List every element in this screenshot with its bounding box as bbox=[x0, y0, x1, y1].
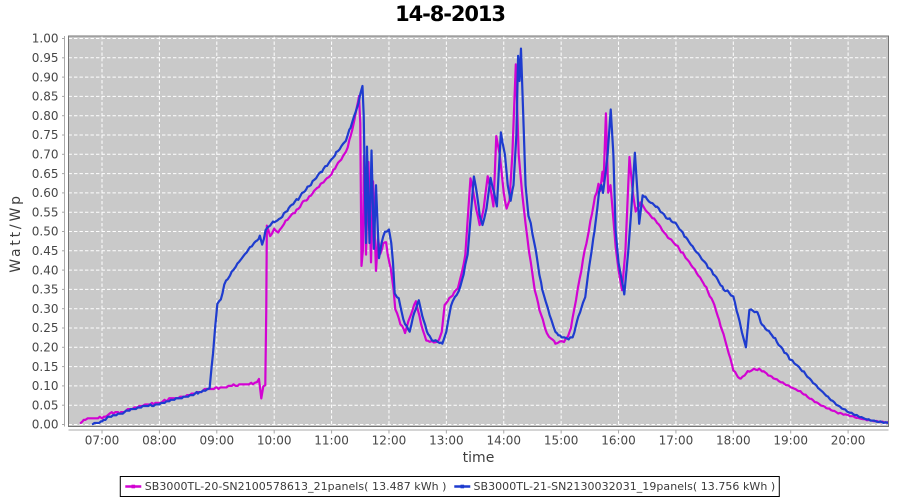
x-tick-label: 18:00 bbox=[716, 434, 751, 448]
series-line-1 bbox=[91, 47, 889, 426]
y-tick-label: 0.80 bbox=[32, 109, 59, 123]
x-tick-label: 11:00 bbox=[314, 434, 349, 448]
legend-label-1: SB3000TL-21-SN2130032031_19panels( 13.75… bbox=[473, 480, 776, 493]
y-tick-label: 0.35 bbox=[32, 283, 59, 297]
legend-item-0: SB3000TL-20-SN2100578613_21panels( 13.48… bbox=[125, 480, 447, 493]
y-tick-label: 0.10 bbox=[32, 379, 59, 393]
x-axis-title: time bbox=[462, 450, 495, 466]
x-tick-label: 12:00 bbox=[372, 434, 407, 448]
y-tick-label: 0.65 bbox=[32, 167, 59, 181]
tick-labels: 0.00 0.05 0.10 0.15 0.20 0.25 0.30 0.35 0.40 0.45… bbox=[32, 32, 866, 448]
x-tick-label: 17:00 bbox=[659, 434, 694, 448]
plot-border bbox=[68, 35, 889, 427]
y-tick-label: 0.60 bbox=[32, 186, 59, 200]
y-tick-label: 0.15 bbox=[32, 360, 59, 374]
series-lines bbox=[79, 47, 889, 426]
axes bbox=[62, 36, 889, 434]
y-tick-label: 0.50 bbox=[32, 225, 59, 239]
y-tick-label: 0.85 bbox=[32, 90, 59, 104]
x-tick-label: 09:00 bbox=[200, 434, 235, 448]
legend-item-1: SB3000TL-21-SN2130032031_19panels( 13.75… bbox=[454, 480, 776, 493]
x-tick-label: 13:00 bbox=[429, 434, 464, 448]
x-tick-label: 07:00 bbox=[85, 434, 120, 448]
y-tick-label: 0.00 bbox=[32, 418, 59, 432]
y-tick-label: 0.30 bbox=[32, 302, 59, 316]
y-tick-label: 0.55 bbox=[32, 205, 59, 219]
x-tick-label: 19:00 bbox=[773, 434, 808, 448]
y-tick-label: 0.20 bbox=[32, 340, 59, 354]
legend-swatch-marker bbox=[460, 484, 464, 489]
y-tick-label: 1.00 bbox=[32, 32, 59, 46]
y-tick-label: 0.40 bbox=[32, 263, 59, 277]
y-tick-label: 0.95 bbox=[32, 51, 59, 65]
y-tick-label: 0.70 bbox=[32, 148, 59, 162]
legend-swatch-0 bbox=[125, 484, 142, 489]
series-line-0 bbox=[79, 63, 889, 425]
legend-swatch-marker bbox=[131, 484, 136, 489]
y-tick-label: 0.75 bbox=[32, 128, 59, 142]
x-tick-label: 16:00 bbox=[601, 434, 636, 448]
x-tick-label: 08:00 bbox=[142, 434, 177, 448]
y-tick-label: 0.25 bbox=[32, 321, 59, 335]
x-tick-label: 10:00 bbox=[257, 434, 292, 448]
x-tick-label: 15:00 bbox=[544, 434, 579, 448]
legend: SB3000TL-20-SN2100578613_21panels( 13.48… bbox=[119, 476, 781, 497]
legend-label-0: SB3000TL-20-SN2100578613_21panels( 13.48… bbox=[144, 480, 447, 493]
x-tick-label: 20:00 bbox=[831, 434, 866, 448]
x-tick-label: 14:00 bbox=[486, 434, 521, 448]
y-tick-label: 0.90 bbox=[32, 70, 59, 84]
y-tick-label: 0.45 bbox=[32, 244, 59, 258]
y-tick-label: 0.05 bbox=[32, 398, 59, 412]
legend-swatch-1 bbox=[454, 484, 470, 489]
chart-title: 14-8-2013 bbox=[395, 2, 506, 26]
y-axis-title-text: Watt/Wp bbox=[8, 193, 24, 273]
